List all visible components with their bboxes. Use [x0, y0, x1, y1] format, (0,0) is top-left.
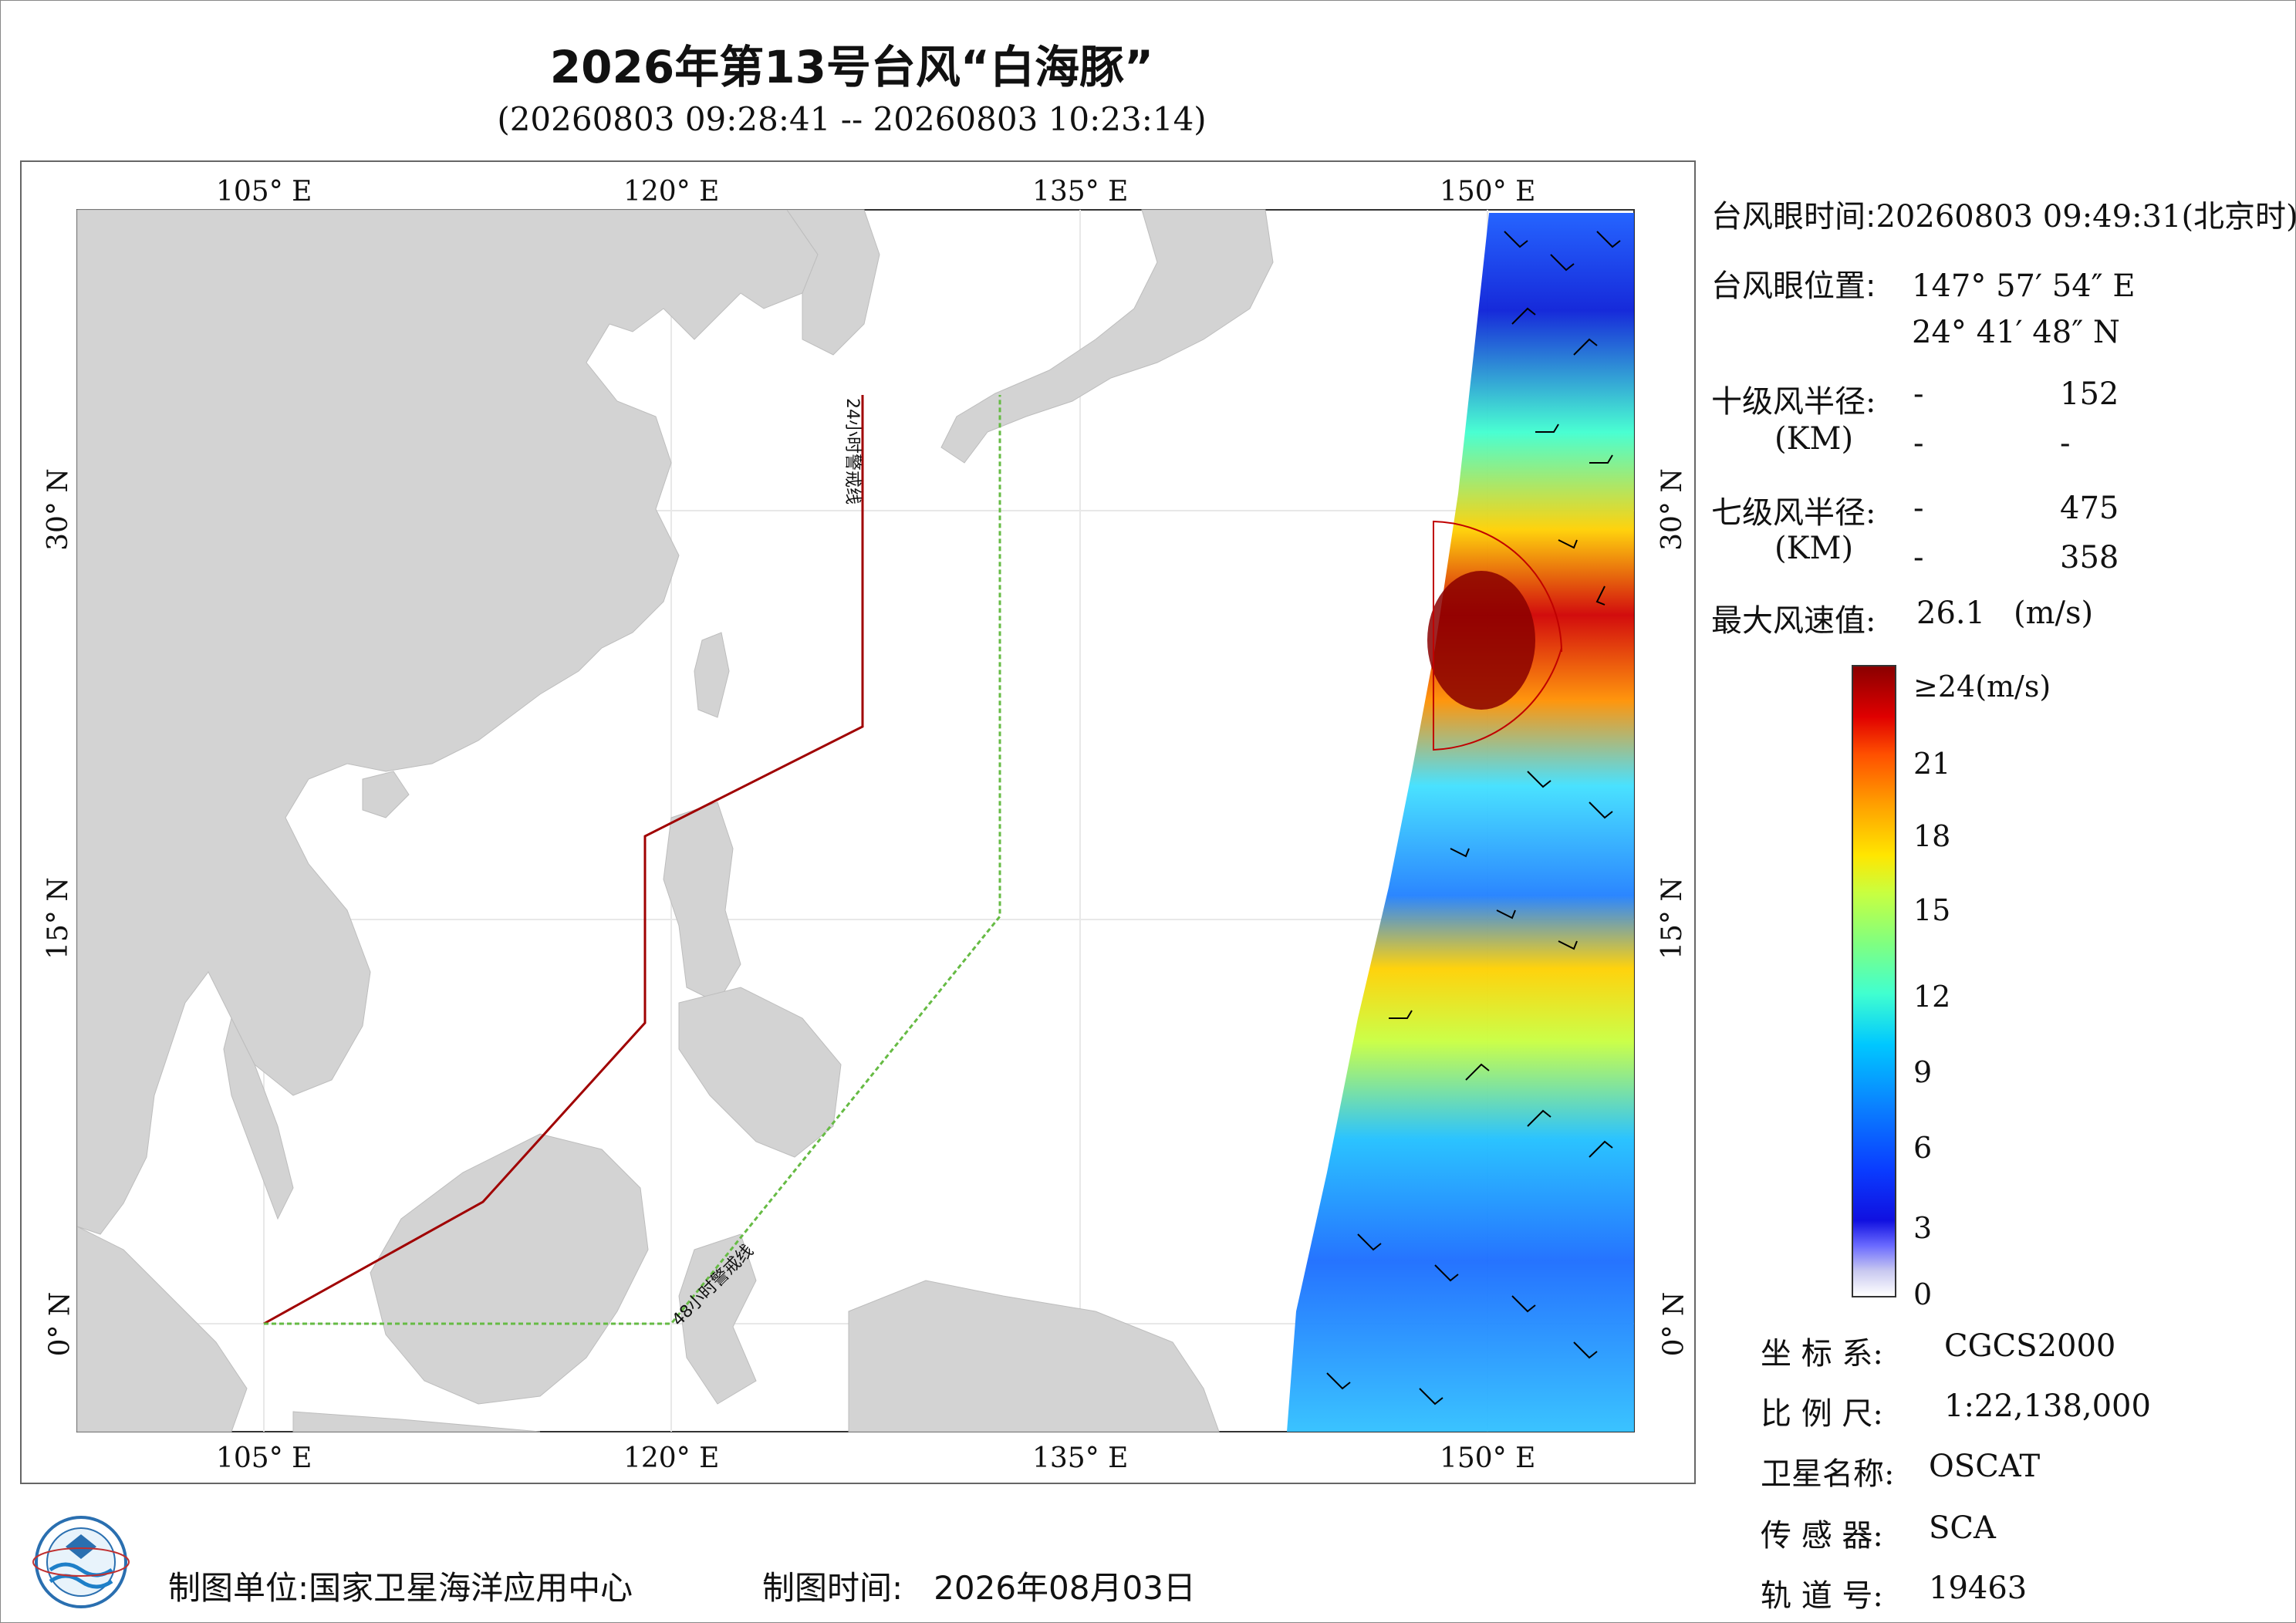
orbit-label: 轨 道 号:: [1761, 1578, 1883, 1614]
footer-date-row: 制图时间: 2026年08月03日: [762, 1562, 1196, 1609]
eye-lon: 147° 57′ 54″ E: [1912, 268, 2136, 304]
wind-swath: [1287, 213, 1634, 1432]
footer-unit-label: 制图单位:: [168, 1569, 309, 1607]
borneo: [370, 1133, 649, 1405]
warning-label-24h: 24小时警戒线: [842, 398, 862, 504]
eye-time-label: 台风眼时间:: [1711, 199, 1876, 235]
taiwan: [694, 632, 730, 718]
r7-row1-b: 475: [2060, 491, 2119, 526]
lat-tick-left: 30° N: [42, 468, 74, 551]
r10-row1-a: -: [1913, 376, 1924, 412]
lon-tick-top: 105° E: [216, 176, 312, 208]
lon-tick-bottom: 105° E: [216, 1442, 312, 1474]
r10-label: 十级风半径:: [1711, 384, 1876, 420]
lon-tick-top: 135° E: [1032, 176, 1129, 208]
sensor-value: SCA: [1929, 1510, 1996, 1546]
typhoon-core: [1427, 571, 1535, 710]
lat-tick-right: 0° N: [1658, 1291, 1690, 1357]
java: [292, 1411, 541, 1432]
map-title: 2026年第13号台风“白海豚”: [549, 41, 1154, 93]
r10-row1-b: 152: [2060, 376, 2119, 412]
eye-pos-label: 台风眼位置:: [1711, 268, 1876, 304]
r7-row2-a: -: [1913, 540, 1924, 575]
r10-row2-b: -: [2060, 426, 2071, 461]
footer-unit-value: 国家卫星海洋应用中心: [309, 1569, 633, 1607]
crs-value: CGCS2000: [1944, 1328, 2116, 1364]
colorbar-label: ≥24(m/s): [1913, 670, 2051, 704]
warning-line-24h: [263, 395, 864, 1325]
asian-mainland: [76, 209, 819, 1235]
colorbar-label: 3: [1913, 1211, 1933, 1245]
maxwind-value: 26.1: [1916, 596, 1986, 631]
colorbar-label: 0: [1913, 1277, 1933, 1311]
land: [76, 209, 1274, 1432]
lon-tick-top: 150° E: [1440, 176, 1536, 208]
lon-tick-bottom: 150° E: [1440, 1442, 1536, 1474]
r7-unit: (KM): [1774, 531, 1854, 566]
crs-label: 坐 标 系:: [1761, 1336, 1883, 1372]
new-guinea: [848, 1280, 1220, 1432]
r10-unit: (KM): [1774, 421, 1854, 457]
nsoas-logo-icon: [32, 1516, 130, 1608]
eye-time-value: 20260803 09:49:31(北京时): [1876, 199, 2296, 235]
hainan: [362, 771, 410, 818]
orbit-value: 19463: [1929, 1571, 2028, 1606]
sensor-label: 传 感 器:: [1761, 1518, 1883, 1554]
lat-tick-left: 15° N: [42, 877, 74, 960]
lon-tick-bottom: 120° E: [623, 1442, 720, 1474]
satellite-label: 卫星名称:: [1761, 1456, 1895, 1492]
luzon: [663, 801, 741, 1004]
lat-tick-right: 30° N: [1656, 468, 1688, 551]
scale-value: 1:22,138,000: [1944, 1388, 2151, 1424]
map-subtitle: (20260803 09:28:41 -- 20260803 10:23:14): [497, 100, 1207, 138]
maxwind-unit: (m/s): [2014, 596, 2094, 631]
philippine-south: [678, 987, 842, 1158]
lon-tick-bottom: 135° E: [1032, 1442, 1129, 1474]
malay-peninsula: [223, 1017, 294, 1220]
r7-row1-a: -: [1913, 491, 1924, 526]
korea: [786, 209, 880, 356]
wind-speed-colorbar: [1852, 665, 1896, 1297]
colorbar-label: 18: [1913, 819, 1951, 853]
r7-row2-b: 358: [2060, 540, 2119, 575]
maxwind-label: 最大风速值:: [1711, 603, 1876, 639]
satellite-value: OSCAT: [1929, 1449, 2041, 1484]
colorbar-label: 6: [1913, 1131, 1933, 1165]
lat-tick-right: 15° N: [1656, 877, 1688, 960]
eye-lat: 24° 41′ 48″ N: [1912, 315, 2120, 350]
lat-tick-left: 0° N: [44, 1291, 76, 1357]
japan: [940, 209, 1274, 464]
colorbar-label: 12: [1913, 980, 1951, 1014]
sulawesi: [678, 1233, 757, 1405]
colorbar-label: 21: [1913, 747, 1951, 781]
sumatra: [76, 1226, 248, 1432]
wind-barbs: [1326, 231, 1621, 1405]
footer-date-label: 制图时间:: [762, 1569, 903, 1607]
scale-label: 比 例 尺:: [1761, 1396, 1883, 1432]
r10-row2-a: -: [1913, 426, 1924, 461]
colorbar-label: 9: [1913, 1055, 1933, 1089]
map-frame: [20, 160, 1696, 1484]
eye-time-row: 台风眼时间:20260803 09:49:31(北京时): [1711, 191, 2296, 236]
footer-date-value: 2026年08月03日: [934, 1569, 1196, 1607]
footer-unit-row: 制图单位:国家卫星海洋应用中心: [168, 1562, 633, 1609]
warning-line-48h: [264, 395, 1001, 1325]
r7-label: 七级风半径:: [1711, 495, 1876, 531]
lon-tick-top: 120° E: [623, 176, 720, 208]
colorbar-label: 15: [1913, 893, 1951, 927]
wind-radius-sector: [1433, 520, 1562, 751]
eye-pos-row: 台风眼位置: 147° 57′ 54″ E: [1711, 261, 2136, 305]
